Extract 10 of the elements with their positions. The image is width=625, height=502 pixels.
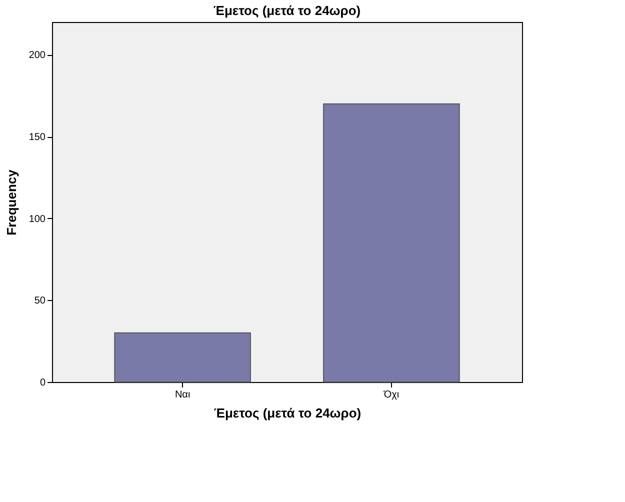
x-axis-title: Έμετος (μετά το 24ωρο) [214, 406, 362, 420]
x-tick-label: Όχι [382, 390, 400, 400]
y-tick-label: 50 [34, 296, 46, 307]
chart-title: Έμετος (μετά το 24ωρο) [213, 3, 361, 18]
y-tick-label: 150 [28, 132, 46, 144]
x-tick-label: Ναι [174, 390, 190, 400]
y-tick-label: 0 [40, 378, 46, 388]
y-tick-label: 100 [28, 214, 46, 225]
y-axis-title: Frequency [4, 168, 19, 236]
y-tick-label: 200 [28, 50, 46, 62]
